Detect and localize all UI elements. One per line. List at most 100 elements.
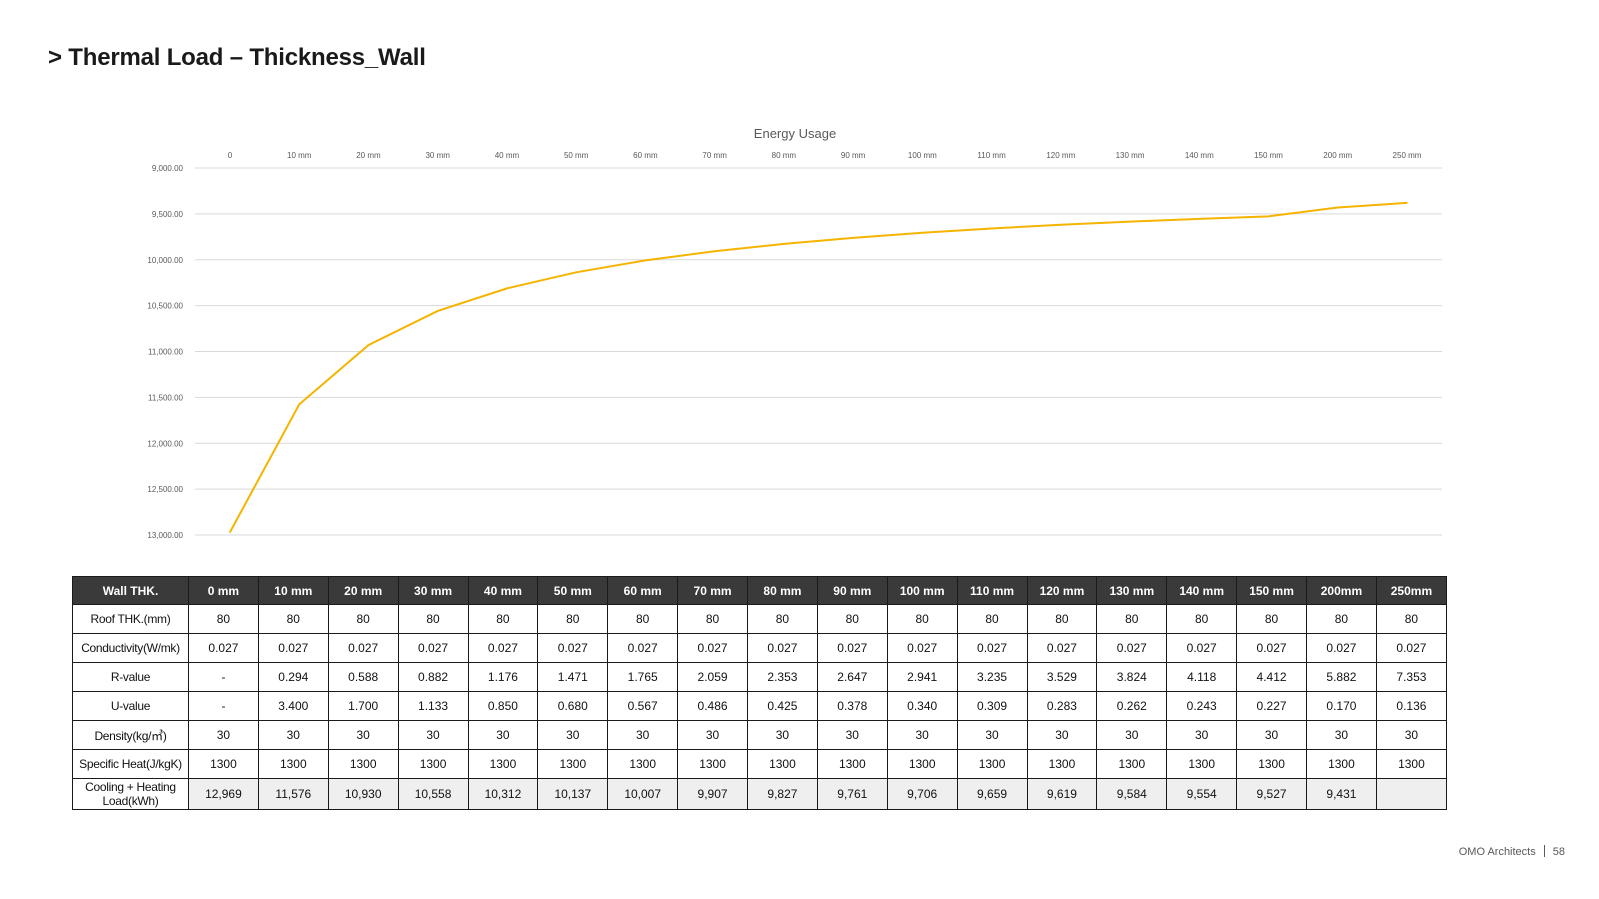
table-cell: 80 — [257, 604, 329, 634]
x-tick-label: 140 mm — [1185, 151, 1214, 160]
table-cell: 3.400 — [257, 691, 329, 721]
table-cell: 1.700 — [327, 691, 399, 721]
table-cell: 0.309 — [956, 691, 1028, 721]
chart-gridlines — [195, 167, 1442, 536]
x-tick-label: 110 mm — [977, 151, 1006, 160]
data-point — [1406, 202, 1408, 204]
table-cell: 1300 — [956, 749, 1028, 779]
table-cell: 10,312 — [467, 778, 539, 810]
data-point — [1060, 223, 1062, 226]
table-cell: 9,907 — [677, 778, 748, 810]
table-cell: 4.412 — [1236, 662, 1307, 692]
table-cell: 1300 — [677, 749, 748, 779]
table-cell: 0.486 — [677, 691, 748, 721]
table-cell: 80 — [677, 604, 748, 634]
table-row: U-value -3.400 1.700 1.133 0.850 0.680 0.567 0.… — [72, 691, 1448, 721]
table-cell: 1300 — [1026, 749, 1098, 779]
table-header-cell: 150 mm — [1236, 576, 1307, 605]
table-cell: 0.567 — [607, 691, 679, 721]
table-cell: 0.027 — [1236, 633, 1307, 663]
table-header-cell: 80 mm — [747, 576, 818, 605]
table-cell: 0.340 — [886, 691, 958, 721]
table-row: Roof THK.(mm) 80 80 80 80 80 80 80 80 80 80 80 80 80 8… — [72, 604, 1448, 634]
table-cell: 30 — [1236, 720, 1307, 750]
table-cell: 0.378 — [816, 691, 888, 721]
x-tick-label: 120 mm — [1046, 151, 1075, 160]
energy-usage-line — [229, 201, 1408, 533]
y-tick-label: 9,000.00 — [152, 164, 184, 173]
data-point — [506, 287, 508, 290]
table-cell: 10,007 — [607, 778, 679, 810]
table-cell: 30 — [188, 720, 259, 750]
table-cell: 1300 — [397, 749, 469, 779]
table-cell: 0.588 — [327, 662, 399, 692]
y-tick-label: 12,500.00 — [147, 485, 183, 494]
table-row: Density(kg/㎥) 30 30 30 30 30 30 30 30 30 30 30 30 30 3… — [72, 720, 1448, 750]
table-row-label: Conductivity(W/mk) — [72, 633, 189, 663]
table-row: R-value -0.294 0.588 0.882 1.176 1.471 1.765 2.… — [72, 662, 1448, 692]
table-cell: 80 — [886, 604, 958, 634]
table-header-label: Wall THK. — [72, 576, 189, 605]
table-cell: 1300 — [816, 749, 888, 779]
table-cell: 80 — [1096, 604, 1168, 634]
table-cell: 30 — [1096, 720, 1168, 750]
table-cell: 9,554 — [1166, 778, 1238, 810]
table-header-cell: 50 mm — [537, 576, 609, 605]
table-row-label: Roof THK.(mm) — [72, 604, 189, 634]
x-tick-label: 60 mm — [633, 151, 658, 160]
table-cell: 0.027 — [467, 633, 539, 663]
table-cell: 0.027 — [188, 633, 259, 663]
table-header-row: Wall THK. 0 mm 10 mm 20 mm 30 mm 40 mm 50 mm 6… — [72, 576, 1448, 605]
table-cell: 9,619 — [1026, 778, 1098, 810]
table-cell: 1300 — [1096, 749, 1168, 779]
table-cell: 30 — [747, 720, 818, 750]
y-tick-label: 9,500.00 — [152, 210, 184, 219]
table-cell: 80 — [816, 604, 888, 634]
data-point — [713, 250, 716, 253]
table-cell: 1.765 — [607, 662, 679, 692]
table-cell: 80 — [747, 604, 818, 634]
table-cell: 9,527 — [1236, 778, 1307, 810]
data-point — [575, 271, 577, 274]
y-tick-label: 11,000.00 — [148, 348, 184, 357]
table-cell: 0.027 — [747, 633, 818, 663]
table-cell: 2.059 — [677, 662, 748, 692]
table-cell: 30 — [1166, 720, 1238, 750]
table-cell: 4.118 — [1166, 662, 1238, 692]
data-point — [852, 237, 854, 239]
table-cell: 0.027 — [956, 633, 1028, 663]
footer-divider — [1543, 845, 1545, 857]
table-cell: 0.262 — [1096, 691, 1168, 721]
x-tick-label: 80 mm — [772, 151, 797, 160]
table-cell: 0.170 — [1306, 691, 1377, 721]
x-tick-label: 150 mm — [1254, 151, 1283, 160]
table-row-label: Cooling + Heating Load(kWh) — [72, 778, 189, 810]
table-cell: 80 — [1375, 604, 1448, 634]
table-cell: 30 — [816, 720, 888, 750]
table-cell: 9,659 — [956, 778, 1028, 810]
table-cell: 0.027 — [677, 633, 748, 663]
table-cell: 10,930 — [327, 778, 399, 810]
table-cell: 1300 — [607, 749, 679, 779]
data-point — [1129, 220, 1131, 223]
data-point — [990, 227, 993, 230]
table-header-cell: 40 mm — [467, 576, 539, 605]
table-row: Cooling + Heating Load(kWh) 12,969 11,576 1… — [72, 778, 1448, 810]
table-cell: 80 — [327, 604, 399, 634]
table-cell: 30 — [886, 720, 958, 750]
table-header-cell: 140 mm — [1166, 576, 1238, 605]
table-cell: 30 — [677, 720, 748, 750]
table-cell: 1.133 — [397, 691, 469, 721]
table-cell: 7.353 — [1375, 662, 1448, 692]
data-point — [436, 310, 439, 312]
table-row-label: U-value — [72, 691, 189, 721]
table-cell: 0.425 — [747, 691, 818, 721]
table-cell: 80 — [188, 604, 259, 634]
table-row-label: Density(kg/㎥) — [72, 720, 189, 750]
table-cell: 1300 — [1166, 749, 1238, 779]
data-point — [367, 344, 370, 346]
table-header-cell: 90 mm — [816, 576, 888, 605]
data-point — [229, 531, 231, 533]
table-cell: 0.027 — [327, 633, 399, 663]
table-header-cell: 250mm — [1375, 576, 1448, 605]
